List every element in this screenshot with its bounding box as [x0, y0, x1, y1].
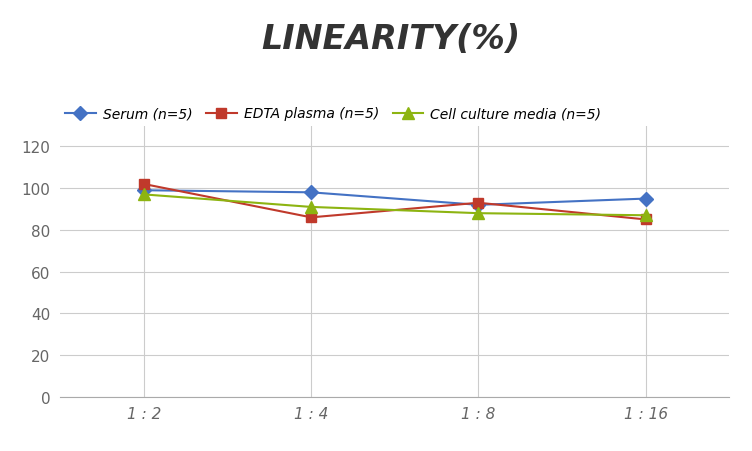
Line: EDTA plasma (n=5): EDTA plasma (n=5): [139, 179, 650, 225]
Serum (n=5): [139, 188, 148, 193]
Cell culture media (n=5): [474, 211, 483, 216]
Line: Cell culture media (n=5): Cell culture media (n=5): [138, 189, 651, 221]
EDTA plasma (n=5): [474, 201, 483, 206]
EDTA plasma (n=5): [307, 215, 316, 221]
Serum (n=5): [307, 190, 316, 196]
EDTA plasma (n=5): [641, 217, 650, 223]
Serum (n=5): [474, 202, 483, 208]
Line: Serum (n=5): Serum (n=5): [139, 186, 650, 210]
EDTA plasma (n=5): [139, 182, 148, 187]
Serum (n=5): [641, 197, 650, 202]
Cell culture media (n=5): [139, 192, 148, 198]
Legend: Serum (n=5), EDTA plasma (n=5), Cell culture media (n=5): Serum (n=5), EDTA plasma (n=5), Cell cul…: [59, 101, 607, 127]
Cell culture media (n=5): [641, 213, 650, 218]
Cell culture media (n=5): [307, 205, 316, 210]
Text: LINEARITY(%): LINEARITY(%): [262, 23, 520, 55]
